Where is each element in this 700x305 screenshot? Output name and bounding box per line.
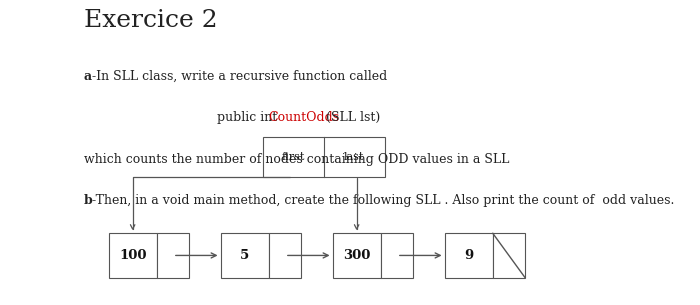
Bar [493, 233, 525, 278]
Bar [262, 137, 385, 177]
Text: Exercice 2: Exercice 2 [84, 9, 218, 32]
Text: 9: 9 [464, 249, 473, 262]
Text: first: first [281, 152, 304, 162]
Bar [269, 233, 301, 278]
Text: (SLL lst): (SLL lst) [322, 111, 380, 124]
Text: public int: public int [217, 111, 281, 124]
Text: last: last [344, 152, 365, 162]
Text: 100: 100 [119, 249, 146, 262]
Bar [444, 233, 493, 278]
Text: which counts the number of nodes containing ODD values in a SLL: which counts the number of nodes contain… [84, 152, 510, 166]
Text: -Then, in a void main method, create the following SLL . Also print the count of: -Then, in a void main method, create the… [92, 194, 674, 207]
Text: a: a [84, 70, 92, 83]
Bar [381, 233, 413, 278]
Text: -In SLL class, write a recursive function called: -In SLL class, write a recursive functio… [92, 70, 387, 83]
Bar [108, 233, 157, 278]
Bar [220, 233, 269, 278]
Text: CountOdds: CountOdds [268, 111, 340, 124]
Bar [332, 233, 381, 278]
Text: b: b [84, 194, 92, 207]
Bar [157, 233, 189, 278]
Text: 300: 300 [343, 249, 370, 262]
Text: 5: 5 [240, 249, 249, 262]
